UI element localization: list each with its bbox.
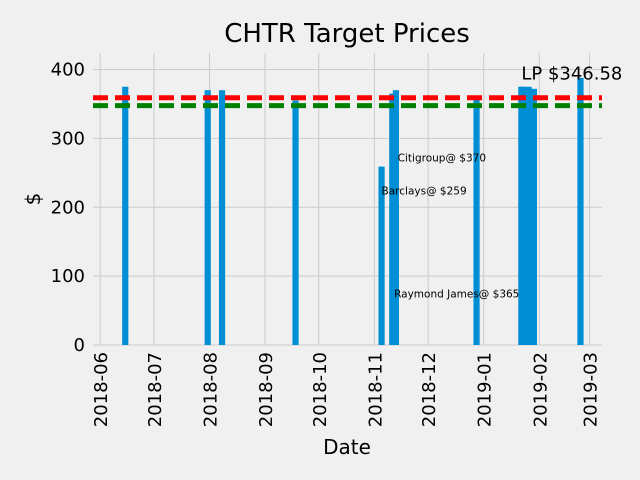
y-axis-label: $ bbox=[21, 193, 45, 206]
x-tick-label: 2019-01 bbox=[475, 352, 496, 427]
chart-title: CHTR Target Prices bbox=[224, 19, 470, 49]
y-tick-labels: 0 100 200 300 400 bbox=[51, 60, 85, 356]
price-bar bbox=[122, 86, 129, 345]
grid bbox=[93, 53, 602, 346]
price-bar bbox=[473, 99, 480, 345]
x-axis-label: Date bbox=[323, 435, 371, 459]
price-bar bbox=[520, 86, 527, 345]
x-tick-label: 2018-08 bbox=[200, 352, 221, 427]
x-tick-label: 2018-12 bbox=[419, 352, 440, 427]
price-bar bbox=[577, 77, 584, 345]
price-bar bbox=[389, 93, 396, 345]
annotations: LP $346.58 Citigroup@ $370 Barclays@ $259 R… bbox=[382, 63, 623, 300]
price-bar bbox=[292, 100, 299, 346]
price-bar bbox=[378, 166, 385, 345]
price-bar bbox=[218, 90, 226, 345]
y-tick-label: 300 bbox=[51, 128, 85, 149]
bars bbox=[122, 77, 584, 346]
x-tick-label: 2019-03 bbox=[580, 352, 601, 427]
reference-lines bbox=[93, 95, 602, 109]
last-price-annotation: LP $346.58 bbox=[521, 63, 622, 84]
price-bar bbox=[530, 88, 537, 346]
price-bar bbox=[392, 90, 399, 345]
y-tick-label: 100 bbox=[51, 266, 85, 287]
plot-area bbox=[93, 53, 602, 345]
x-tick-label: 2018-10 bbox=[310, 352, 331, 427]
analyst-annotation: Citigroup@ $370 bbox=[398, 153, 486, 165]
y-tick-label: 200 bbox=[51, 197, 85, 218]
price-bar bbox=[204, 90, 211, 345]
x-tick-label: 2019-02 bbox=[530, 352, 551, 427]
x-tick-label: 2018-07 bbox=[145, 352, 166, 427]
x-tick-label: 2018-11 bbox=[365, 352, 386, 427]
analyst-annotation: Raymond James@ $365 bbox=[394, 288, 519, 300]
x-tick-labels: 2018-06 2018-07 2018-08 2018-09 2018-10 2018-… bbox=[91, 352, 601, 427]
analyst-annotation: Barclays@ $259 bbox=[382, 186, 467, 198]
y-tick-label: 0 bbox=[74, 335, 85, 356]
x-tick-label: 2018-06 bbox=[91, 352, 112, 427]
y-tick-label: 400 bbox=[51, 60, 85, 81]
price-bar bbox=[525, 86, 532, 345]
x-tick-label: 2018-09 bbox=[256, 352, 277, 427]
